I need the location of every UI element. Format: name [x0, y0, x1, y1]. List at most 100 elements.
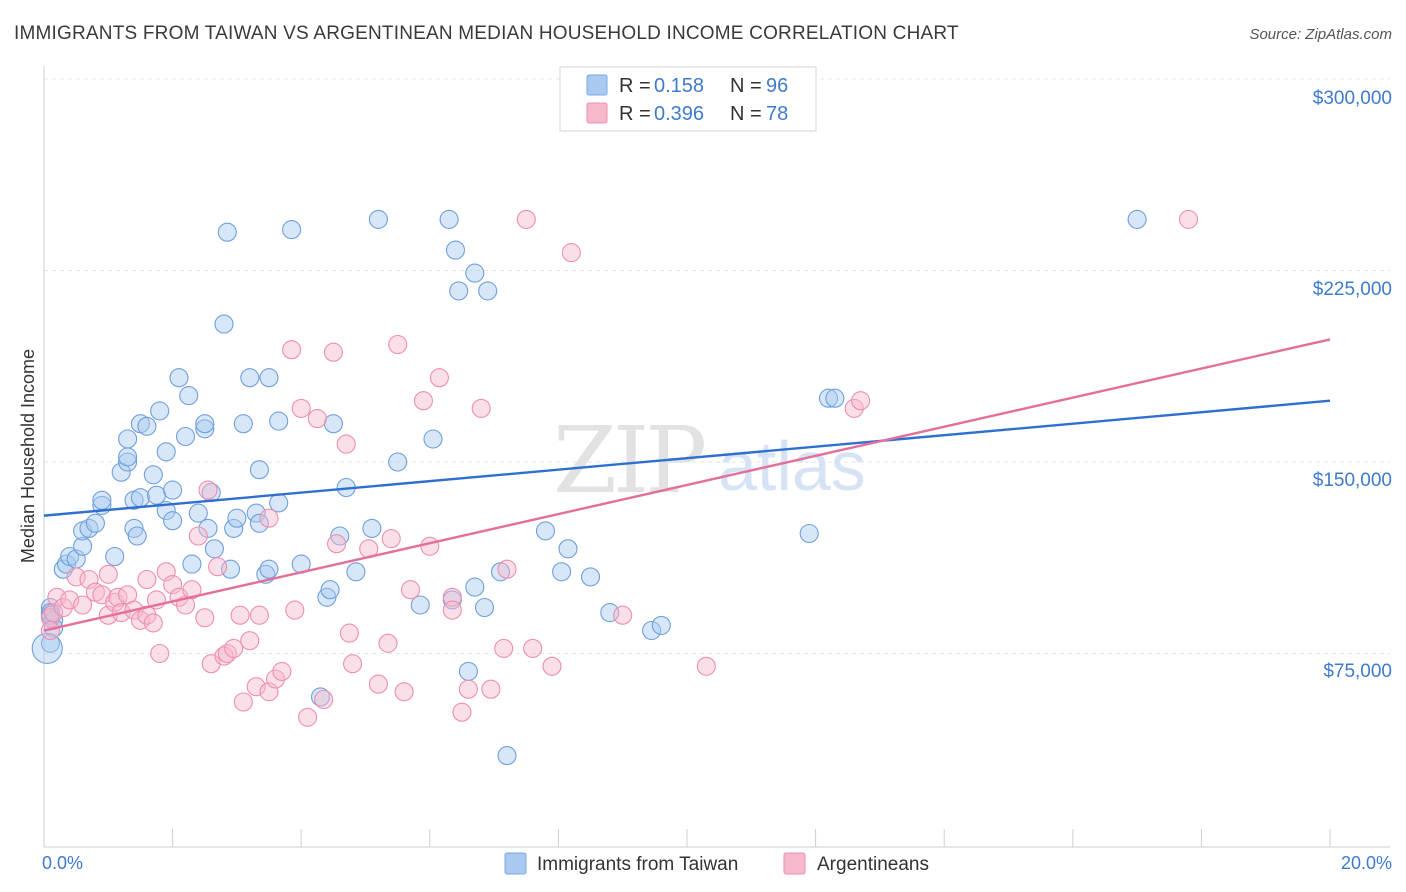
point-taiwan — [118, 429, 138, 449]
point-taiwan — [198, 518, 218, 538]
point-argentineans — [613, 605, 633, 625]
point-argentineans — [494, 638, 514, 658]
point-argentineans — [471, 398, 491, 418]
point-taiwan — [269, 493, 289, 513]
point-taiwan — [195, 414, 215, 434]
point-argentineans — [285, 600, 305, 620]
point-argentineans — [246, 677, 266, 697]
point-argentineans — [137, 569, 157, 590]
point-argentineans — [394, 682, 414, 702]
point-taiwan — [175, 426, 196, 447]
y-tick-75000: $75,000 — [1323, 661, 1392, 682]
point-taiwan — [580, 567, 601, 587]
point-argentineans — [336, 434, 356, 454]
point-argentineans — [420, 536, 440, 556]
point-taiwan — [79, 518, 99, 538]
point-taiwan — [169, 368, 189, 388]
point-argentineans — [452, 702, 472, 722]
point-argentineans — [481, 679, 501, 699]
point-argentineans — [214, 646, 234, 666]
point-argentineans — [208, 557, 228, 577]
source-note: Source: ZipAtlas.com — [1249, 26, 1392, 43]
point-taiwan — [535, 521, 556, 541]
point-taiwan — [150, 401, 170, 421]
point-argentineans — [182, 580, 202, 600]
point-argentineans — [73, 595, 93, 615]
point-taiwan — [799, 523, 819, 544]
point-argentineans — [339, 623, 359, 643]
point-taiwan — [368, 209, 388, 229]
point-argentineans — [198, 480, 218, 500]
point-argentineans — [458, 679, 478, 699]
point-argentineans — [217, 643, 237, 664]
point-taiwan — [1127, 209, 1147, 229]
point-argentineans — [233, 692, 253, 712]
point-argentineans — [282, 340, 302, 360]
point-taiwan — [163, 511, 183, 531]
point-taiwan — [449, 281, 469, 301]
point-taiwan — [249, 460, 269, 480]
bottom-legend-label-argentineans: Argentineans — [817, 854, 929, 875]
point-taiwan — [346, 562, 366, 582]
y-tick-300000: $300,000 — [1313, 88, 1392, 109]
point-argentineans — [413, 391, 433, 411]
point-taiwan — [146, 485, 167, 505]
point-taiwan — [269, 411, 289, 431]
point-taiwan — [56, 554, 77, 574]
point-taiwan — [330, 526, 350, 546]
point-taiwan — [204, 539, 224, 559]
point-taiwan — [552, 562, 572, 582]
point-argentineans — [44, 603, 64, 623]
point-argentineans — [381, 529, 401, 549]
point-taiwan — [388, 452, 408, 472]
point-argentineans — [298, 707, 318, 727]
point-taiwan — [195, 419, 215, 439]
point-taiwan — [105, 546, 125, 567]
point-taiwan — [249, 513, 269, 533]
point-argentineans — [523, 638, 543, 658]
point-taiwan — [458, 661, 478, 681]
point-taiwan — [478, 281, 498, 301]
x-tick-left: 0.0% — [42, 853, 83, 873]
point-argentineans — [400, 580, 421, 600]
point-taiwan — [410, 595, 430, 615]
legend-n-value-argentineans: 78 — [766, 103, 788, 125]
point-taiwan — [233, 414, 253, 434]
point-taiwan — [259, 368, 279, 388]
legend-n-label-taiwan: N = — [730, 75, 762, 97]
point-taiwan — [317, 587, 337, 607]
y-tick-225000: $225,000 — [1313, 279, 1392, 300]
scatter-points — [31, 209, 1199, 766]
point-taiwan — [825, 388, 845, 408]
point-argentineans — [696, 656, 716, 676]
point-taiwan — [497, 746, 517, 766]
point-argentineans — [343, 654, 363, 674]
point-taiwan — [320, 580, 340, 600]
point-taiwan — [214, 314, 234, 334]
point-taiwan — [143, 465, 163, 485]
point-argentineans — [851, 391, 871, 411]
point-argentineans — [378, 633, 398, 653]
point-taiwan — [224, 518, 244, 538]
point-taiwan — [137, 416, 157, 436]
point-taiwan — [124, 518, 144, 538]
point-argentineans — [53, 597, 73, 618]
point-taiwan — [474, 597, 495, 618]
point-taiwan — [118, 447, 138, 467]
point-argentineans — [291, 398, 311, 418]
point-taiwan — [246, 503, 266, 523]
legend-r-label-taiwan: R = — [619, 75, 651, 97]
point-taiwan — [118, 452, 138, 472]
point-taiwan — [445, 240, 466, 260]
point-argentineans — [368, 674, 388, 694]
bottom-legend-swatch-taiwan — [504, 852, 527, 875]
point-argentineans — [844, 398, 864, 418]
point-taiwan — [92, 490, 112, 510]
point-taiwan — [188, 503, 208, 523]
point-argentineans — [388, 334, 408, 355]
point-argentineans — [98, 564, 118, 584]
point-argentineans — [516, 209, 536, 229]
y-tick-150000: $150,000 — [1313, 470, 1392, 491]
watermark-atlas: atlas — [718, 427, 866, 505]
